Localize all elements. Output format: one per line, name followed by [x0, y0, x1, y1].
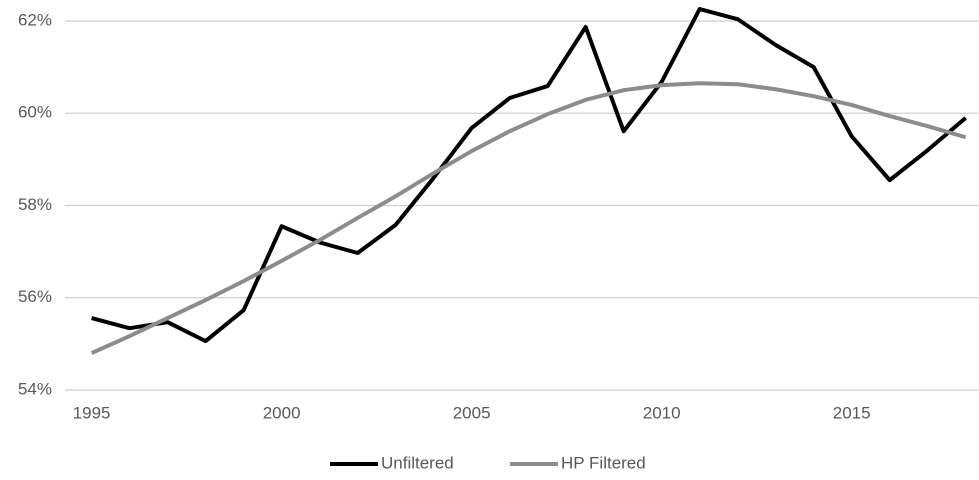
- x-tick-label: 2010: [643, 403, 681, 422]
- x-tick-label: 2005: [453, 403, 491, 422]
- y-tick-label: 62%: [18, 10, 52, 29]
- x-tick-label: 2000: [263, 403, 301, 422]
- x-tick-label: 1995: [73, 403, 111, 422]
- y-tick-label: 54%: [18, 379, 52, 398]
- legend-label: Unfiltered: [381, 453, 454, 472]
- legend-label: HP Filtered: [561, 453, 646, 472]
- data-line: [90, 81, 967, 355]
- y-tick-label: 60%: [18, 103, 52, 122]
- y-tick-label: 56%: [18, 287, 52, 306]
- y-tick-label: 58%: [18, 195, 52, 214]
- data-line: [91, 7, 967, 344]
- x-tick-label: 2015: [833, 403, 871, 422]
